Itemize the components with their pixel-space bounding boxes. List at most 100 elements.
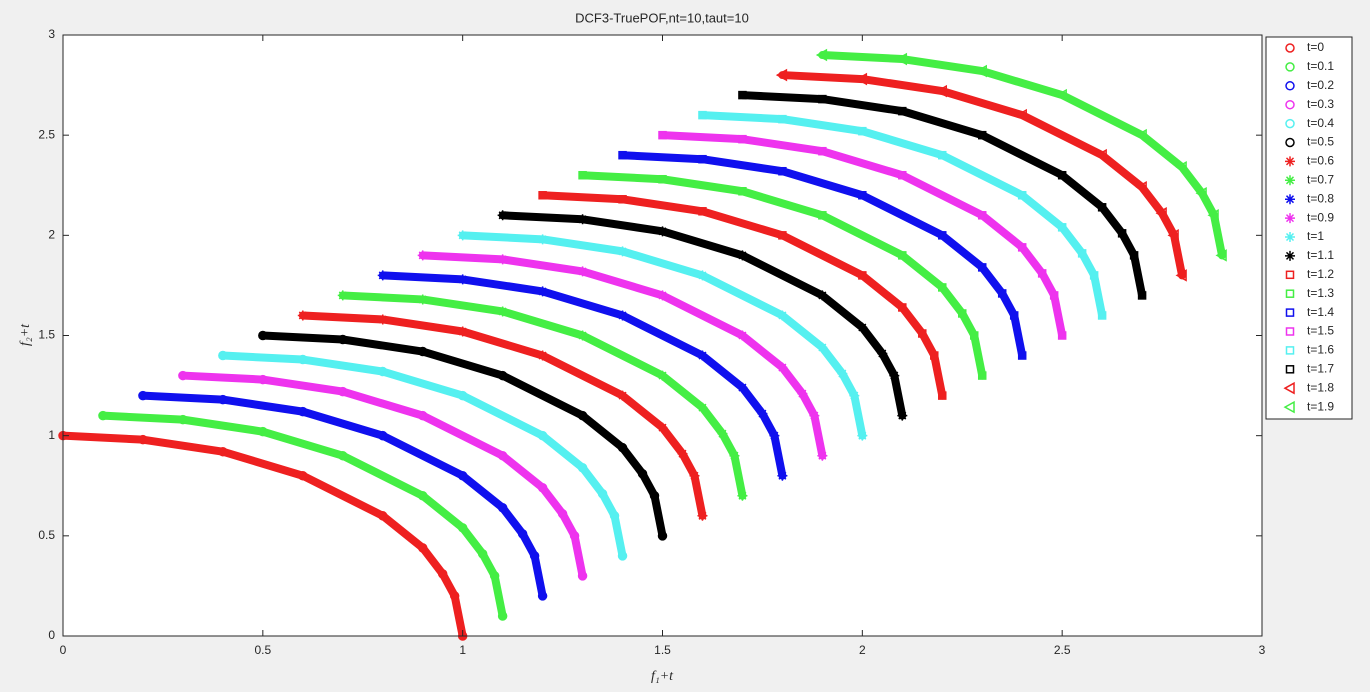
marker (977, 371, 987, 380)
marker (1135, 128, 1147, 142)
marker (969, 331, 979, 340)
marker (637, 468, 648, 479)
legend-entry: t=0.2 (1285, 78, 1334, 92)
legend-marker (1285, 232, 1295, 242)
legend-label: t=1 (1307, 229, 1324, 243)
marker (757, 408, 768, 419)
y-tick-label: 0.5 (38, 528, 55, 542)
marker (577, 330, 588, 341)
marker (1095, 148, 1107, 162)
marker (938, 231, 947, 240)
marker (778, 231, 787, 240)
legend-marker (1285, 213, 1295, 224)
marker (529, 551, 540, 561)
marker (577, 462, 588, 473)
marker (698, 154, 707, 164)
series-line (738, 91, 1147, 300)
series-line (59, 431, 467, 640)
legend-label: t=0.7 (1307, 172, 1334, 186)
marker (457, 470, 468, 481)
legend-marker (1285, 327, 1295, 336)
series (618, 150, 1027, 360)
legend-marker (1283, 400, 1295, 414)
y-tick-label: 2.5 (38, 127, 55, 141)
series-line (818, 51, 1227, 260)
marker (918, 329, 927, 338)
marker (849, 390, 860, 401)
marker (1015, 108, 1027, 122)
marker (977, 263, 987, 272)
y-tick-label: 0 (48, 628, 55, 642)
x-tick-label: 0 (60, 643, 67, 657)
marker (898, 170, 907, 180)
marker (297, 310, 308, 321)
marker (778, 114, 787, 124)
marker (1117, 229, 1127, 238)
series-line (258, 331, 667, 540)
legend-marker (1285, 175, 1295, 186)
marker (489, 571, 500, 581)
marker (817, 290, 828, 301)
legend-marker (1285, 365, 1295, 374)
series-line (538, 191, 947, 400)
y-tick-label: 2 (48, 228, 55, 242)
marker (577, 571, 588, 581)
marker (517, 529, 528, 539)
legend-label: t=1.2 (1307, 267, 1334, 281)
marker (657, 531, 668, 541)
legend-entry: t=0.3 (1285, 97, 1334, 111)
marker (697, 510, 708, 521)
marker (218, 394, 228, 405)
marker (538, 191, 547, 200)
x-tick-label: 3 (1259, 643, 1266, 657)
marker (958, 309, 967, 318)
marker (437, 569, 448, 579)
marker (338, 334, 348, 345)
marker (1195, 186, 1207, 200)
marker (298, 470, 308, 481)
series-line (218, 351, 627, 560)
legend-marker (1285, 99, 1295, 110)
legend-entry: t=1 (1285, 229, 1324, 243)
marker (938, 150, 947, 160)
marker (457, 390, 468, 401)
legend-entry: t=0 (1285, 40, 1324, 54)
marker (858, 271, 867, 280)
marker (775, 68, 788, 82)
marker (898, 106, 907, 116)
marker (377, 511, 388, 521)
marker (1097, 311, 1107, 320)
marker (689, 470, 700, 481)
marker (977, 211, 987, 220)
marker (769, 430, 780, 441)
marker (738, 134, 747, 144)
marker (657, 370, 668, 381)
marker (457, 230, 468, 241)
series (297, 310, 708, 521)
marker (1017, 191, 1027, 200)
marker (1175, 160, 1187, 174)
marker (497, 450, 508, 461)
marker (658, 130, 667, 140)
legend-marker (1285, 43, 1295, 53)
marker (997, 289, 1007, 298)
marker (377, 366, 388, 377)
series-line (778, 71, 1187, 280)
series (377, 270, 788, 481)
series (138, 390, 548, 601)
marker (1167, 229, 1179, 242)
marker (777, 362, 788, 373)
marker (818, 94, 827, 104)
marker (697, 350, 708, 361)
marker (377, 430, 388, 441)
marker (815, 48, 828, 62)
series (417, 250, 828, 461)
marker (1215, 249, 1227, 262)
series (658, 130, 1067, 340)
legend-label: t=0.5 (1307, 135, 1334, 149)
legend-label: t=1.7 (1307, 361, 1334, 375)
legend-entry: t=1.8 (1283, 380, 1334, 395)
marker (617, 390, 628, 401)
series (578, 170, 987, 380)
marker (975, 64, 987, 78)
